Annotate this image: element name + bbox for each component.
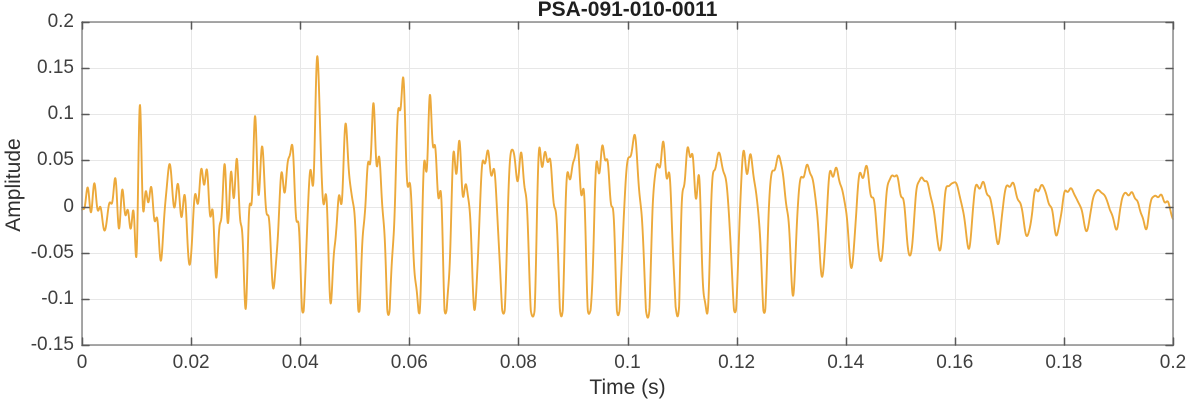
y-tick-label: 0.05 [37, 149, 74, 171]
x-tick-label: 0.02 [172, 352, 210, 373]
x-tick-label: 0.16 [936, 352, 974, 373]
y-tick-label: 0.1 [47, 103, 74, 125]
y-tick-label: 0 [63, 195, 74, 217]
x-tick-label: 0 [76, 352, 88, 373]
x-tick-label: 0.18 [1045, 352, 1083, 373]
x-tick-label: 0.1 [614, 352, 641, 373]
x-tick-label: 0.06 [390, 352, 428, 373]
y-tick-label: 0.2 [47, 11, 74, 32]
chart-title: PSA-091-010-0011 [537, 0, 718, 21]
x-tick-label: 0.2 [1159, 352, 1187, 373]
x-tick-label: 0.04 [281, 352, 319, 373]
y-tick-label: -0.05 [30, 241, 74, 263]
y-tick-label: 0.15 [37, 57, 74, 79]
x-tick-label: 0.08 [499, 352, 537, 373]
x-tick-label: 0.12 [718, 352, 756, 373]
y-axis-label: Amplitude [2, 138, 25, 232]
x-tick-label: 0.14 [827, 352, 865, 373]
y-tick-label: -0.15 [30, 334, 74, 355]
y-tick-label: -0.1 [41, 287, 74, 309]
x-axis-label: Time (s) [589, 376, 666, 399]
